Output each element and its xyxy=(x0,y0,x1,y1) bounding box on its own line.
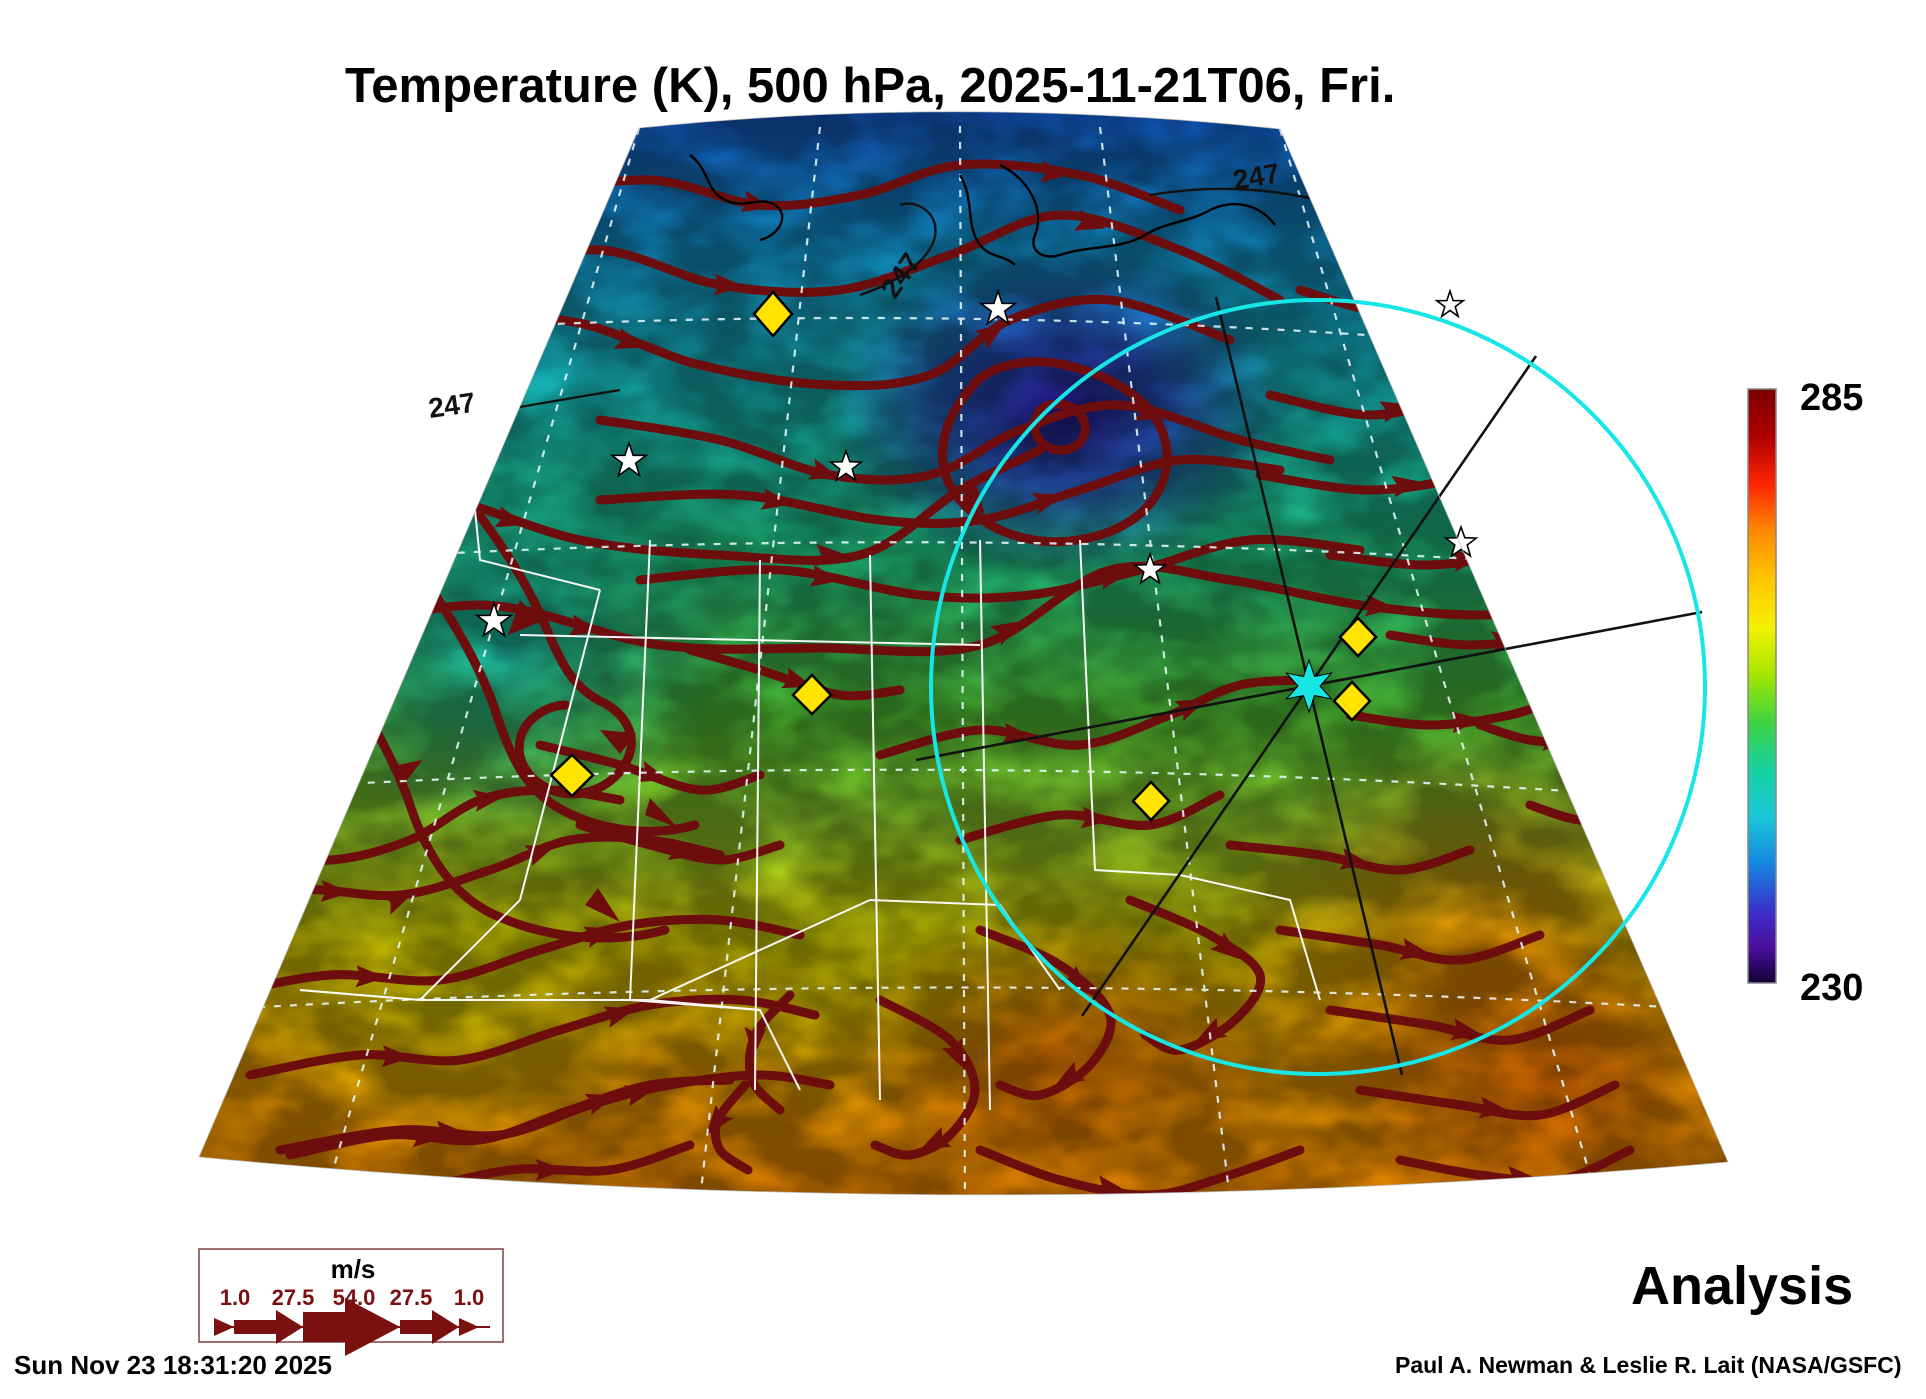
svg-text:1.0: 1.0 xyxy=(454,1285,485,1310)
svg-text:27.5: 27.5 xyxy=(272,1285,315,1310)
svg-text:m/s: m/s xyxy=(331,1254,376,1284)
svg-text:247: 247 xyxy=(427,387,478,424)
svg-text:27.5: 27.5 xyxy=(390,1285,433,1310)
svg-text:230: 230 xyxy=(1800,967,1863,1009)
svg-text:285: 285 xyxy=(1800,377,1863,419)
svg-text:1.0: 1.0 xyxy=(220,1285,251,1310)
